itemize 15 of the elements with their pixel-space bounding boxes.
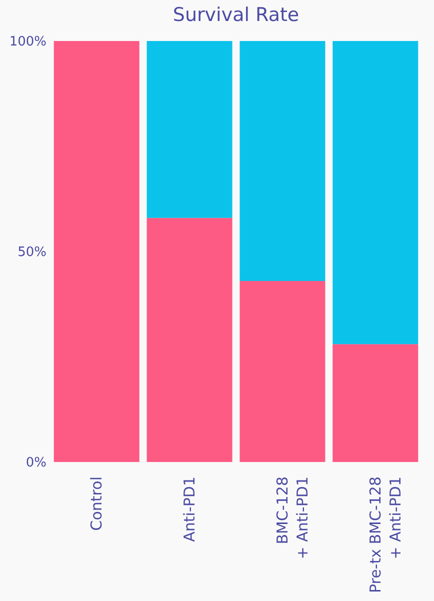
y-tick-label: 100% [9, 34, 46, 50]
bar [240, 41, 326, 281]
bar [332, 41, 418, 344]
bar [146, 41, 232, 218]
chart-title: Survival Rate [172, 4, 300, 26]
bar [54, 41, 140, 462]
y-tick-label: 50% [18, 245, 46, 260]
bar [146, 218, 232, 462]
x-tick-label: Pre-tx BMC-128 + Anti-PD1 [366, 476, 404, 594]
bar [332, 344, 418, 462]
x-tick-label: BMC-128 + Anti-PD1 [273, 476, 312, 560]
x-tick-label: Control [88, 476, 106, 531]
x-tick-label: Anti-PD1 [180, 476, 199, 542]
bar [240, 280, 326, 462]
y-tick-label: 0% [26, 456, 46, 470]
